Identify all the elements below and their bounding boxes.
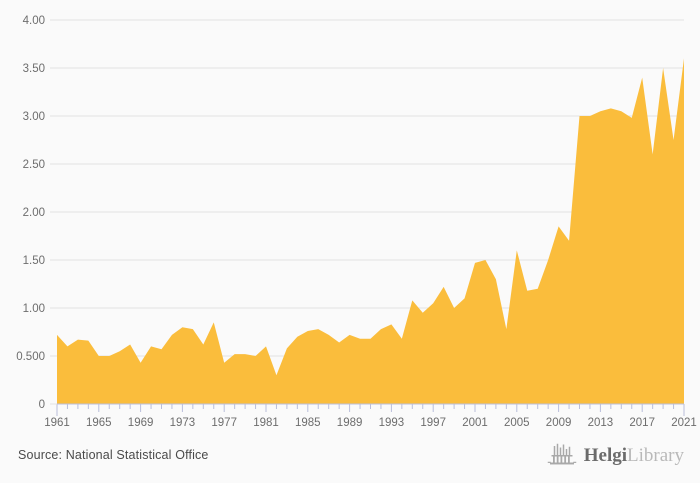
y-tick-label: 0.500 [16,351,45,363]
library-building-icon [547,443,576,465]
x-tick-label: 1993 [379,417,405,429]
x-tick-label: 2001 [462,417,488,429]
x-axis-labels: 1961 1965 1969 1973 1977 1981 1985 1989 1993 1997… [44,417,697,429]
x-axis [56,403,685,416]
y-tick-label: 2.50 [23,159,45,171]
x-tick-label: 1977 [211,417,237,429]
y-tick-label: 2.00 [23,207,45,219]
y-axis-labels: 0 0.500 1.00 1.50 2.00 2.50 3.00 3.50 4.00 [16,15,57,411]
y-tick-label: 3.00 [23,111,45,123]
x-tick-label: 1961 [44,417,70,429]
brand-logo[interactable]: HelgiLibrary [547,443,684,467]
x-tick-label: 1973 [170,417,196,429]
series-area-path [57,58,684,405]
x-tick-label: 2013 [588,417,614,429]
y-tick-label: 0 [39,399,45,411]
x-tick-label: 2021 [671,417,697,429]
brand-library: Library [627,444,684,466]
y-tick-label: 1.00 [23,303,45,315]
brand-helgi: Helgi [583,444,628,466]
x-tick-label: 1989 [337,417,363,429]
x-tick-label: 1965 [86,417,112,429]
x-tick-label: 1985 [295,417,321,429]
source-label: Source: National Statistical Office [18,448,209,462]
y-tick-label: 4.00 [23,15,45,27]
x-tick-label: 2005 [504,417,530,429]
x-tick-label: 2017 [629,417,655,429]
y-tick-label: 1.50 [23,255,45,267]
x-tick-label: 2009 [546,417,572,429]
chart-footer: Source: National Statistical Office [0,435,700,483]
x-tick-label: 1969 [128,417,154,429]
series-area [57,58,684,405]
x-tick-label: 1981 [253,417,279,429]
brand-text: HelgiLibrary [584,446,684,465]
y-tick-label: 3.50 [23,63,45,75]
x-tick-label: 1997 [420,417,446,429]
